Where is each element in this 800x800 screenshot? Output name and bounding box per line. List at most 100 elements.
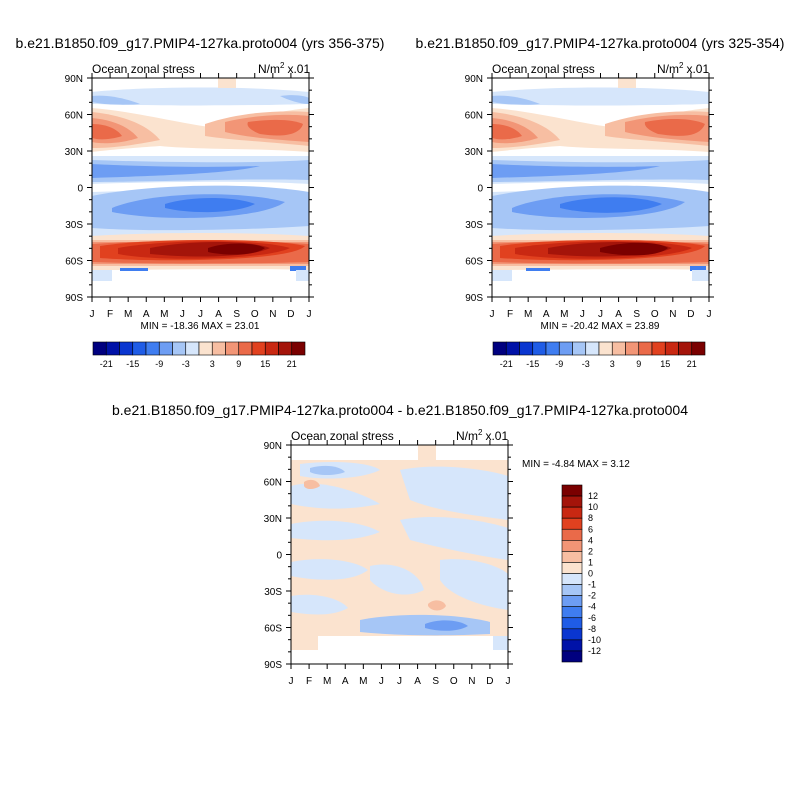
panel-1-colorbar-swatch xyxy=(132,341,147,356)
panel-2-colorbar-swatch xyxy=(585,341,600,356)
panel-1-plot-area xyxy=(92,78,309,297)
panel-2-band-lightblue-arctic xyxy=(492,87,709,106)
panel-3-colorbar-label: -12 xyxy=(588,646,601,656)
panel-3-band-blue-n2 xyxy=(400,466,508,520)
panel-3-colorbar-swatch xyxy=(561,551,583,563)
panel-1-band-blue-ntrop xyxy=(92,164,260,178)
panel-1-title: b.e21.B1850.f09_g17.PMIP4-127ka.proto004… xyxy=(16,35,385,51)
panel-1-xtick-label: S xyxy=(233,309,240,320)
panel-3-xtick-label: D xyxy=(486,676,493,687)
panel-3-colorbar-label: 12 xyxy=(588,491,598,501)
panel-3-xtick-label: A xyxy=(414,676,421,687)
panel-3-band-blue-s2 xyxy=(440,559,508,610)
panel-2-band-light-ant-2 xyxy=(692,270,709,281)
panel-2-band-midblue-arctic xyxy=(492,95,540,105)
panel-1-band-light-ant-2 xyxy=(296,270,309,281)
panel-2-colorbar-swatch xyxy=(678,341,693,356)
panel-1-band-red-nh xyxy=(92,124,122,140)
panel-1-colorbar-swatch xyxy=(92,341,107,356)
panel-1-colorbar-swatch xyxy=(264,341,279,356)
panel-3-colorbar-label: 0 xyxy=(588,569,593,579)
panel-3-colorbar-label: 2 xyxy=(588,546,593,556)
panel-1-colorbar-swatch xyxy=(198,341,213,356)
panel-1-colorbar-swatch xyxy=(278,341,293,356)
panel-2-band-red-nh xyxy=(492,124,522,140)
panel-1-colorbar-swatch xyxy=(225,341,240,356)
panel-1-units: N/m2 x.01 xyxy=(258,61,310,76)
panel-3-xtick-label: F xyxy=(306,676,312,687)
panel-1-colorbar-label: -9 xyxy=(155,359,163,369)
panel-2-band-maroon-sh xyxy=(600,242,668,256)
panel-1-colorbar-label: 15 xyxy=(260,359,270,369)
panel-2-colorbar-label: -9 xyxy=(555,359,563,369)
panel-1-xtick-label: J xyxy=(180,309,185,320)
panel-3-colorbar-label: -6 xyxy=(588,613,596,623)
panel-2-band-blue-ntrop xyxy=(492,164,660,178)
panel-3-band-blue-arctic-2 xyxy=(310,465,345,475)
panel-2-colorbar-swatch xyxy=(532,341,547,356)
panel-3-xtick-label: M xyxy=(323,676,331,687)
panel-1-variable-label: Ocean zonal stress xyxy=(92,62,195,76)
panel-2-colorbar: -21 -15 -9 -3 3 9 15 21 xyxy=(492,341,706,369)
panel-1-colorbar-swatch xyxy=(145,341,160,356)
panel-1-units-exp: 2 xyxy=(280,61,285,70)
panel-2-plot-area xyxy=(492,78,709,297)
panel-1-colorbar-label: -3 xyxy=(182,359,190,369)
panel-3-ytick-label: 0 xyxy=(276,551,282,562)
panel-2-units-base: N/m xyxy=(657,62,679,76)
panel-2-ytick-label: 0 xyxy=(477,184,483,195)
panel-1-ytick-label: 90N xyxy=(65,74,83,85)
panel-2-xtick-label: A xyxy=(543,309,550,320)
panel-2-colorbar-swatch xyxy=(598,341,613,356)
panel-3-band-blue-s1 xyxy=(370,564,424,595)
panel-2-xtick-label: M xyxy=(524,309,532,320)
panel-1-colorbar-label: 9 xyxy=(236,359,241,369)
panel-3-plot-area xyxy=(291,445,508,664)
panel-3-colorbar-swatch xyxy=(561,573,583,585)
panel-1-band-midblue-arctic xyxy=(92,95,140,105)
panel-3-colorbar-swatch xyxy=(561,562,583,574)
panel-2-colorbar-label: -15 xyxy=(526,359,539,369)
panel-3-band-blue-eq xyxy=(291,559,368,580)
panel-3-xtick-label: N xyxy=(468,676,475,687)
panel-3-xtick-label: J xyxy=(506,676,511,687)
panel-3-units-base: N/m xyxy=(456,429,478,443)
panel-1-units-base: N/m xyxy=(258,62,280,76)
panel-1-band-darkblue-strop xyxy=(165,198,255,213)
panel-3-colorbar-swatch xyxy=(561,506,583,519)
panel-1-colorbar-label: 21 xyxy=(287,359,297,369)
panel-3-colorbar-swatch xyxy=(561,540,583,552)
panel-1-xtick-label: A xyxy=(143,309,150,320)
panel-1-ytick-label: 60N xyxy=(65,111,83,122)
panel-1-band-blue-icefront-2 xyxy=(290,266,306,271)
panel-2-colorbar-swatch xyxy=(505,341,520,356)
panel-3-band-ice-edge-2 xyxy=(493,636,508,650)
panel-3-ytick-label: 30S xyxy=(264,587,282,598)
panel-3-band-blue-n4 xyxy=(400,517,508,560)
panel-2: b.e21.B1850.f09_g17.PMIP4-127ka.proto004… xyxy=(416,35,785,369)
panel-2-colorbar-swatch xyxy=(664,341,679,356)
panel-3-colorbar-swatch xyxy=(561,650,583,663)
panel-3-colorbar-swatch xyxy=(561,495,583,508)
panel-3-band-blue-n3 xyxy=(291,520,380,541)
panel-1-xtick-label: O xyxy=(251,309,259,320)
panel-2-band-white-60n xyxy=(492,104,709,112)
panel-2-xtick-label: J xyxy=(490,309,495,320)
panel-3-band-blue-n1 xyxy=(291,483,380,509)
panel-3-colorbar-swatch xyxy=(561,517,583,530)
panel-1-band-peach-topcap xyxy=(218,78,236,88)
panel-1-colorbar-swatch xyxy=(185,341,200,356)
panel-2-ytick-label: 30N xyxy=(465,147,483,158)
panel-2-xtick-label: D xyxy=(687,309,694,320)
panel-1-band-midblue-arctic-2 xyxy=(280,95,309,104)
panel-3-band-blue-s3 xyxy=(291,594,348,615)
panel-2-xtick-label: A xyxy=(615,309,622,320)
panel-3-colorbar-label: 1 xyxy=(588,557,593,567)
panel-1-band-red-nh-2 xyxy=(247,119,303,136)
panel-3-band-orange-blob-2 xyxy=(304,479,320,489)
panel-2-band-blue-icefront-2 xyxy=(690,266,706,271)
panel-3-band-topcap xyxy=(418,445,436,460)
panel-3-colorbar-swatch xyxy=(561,595,583,607)
